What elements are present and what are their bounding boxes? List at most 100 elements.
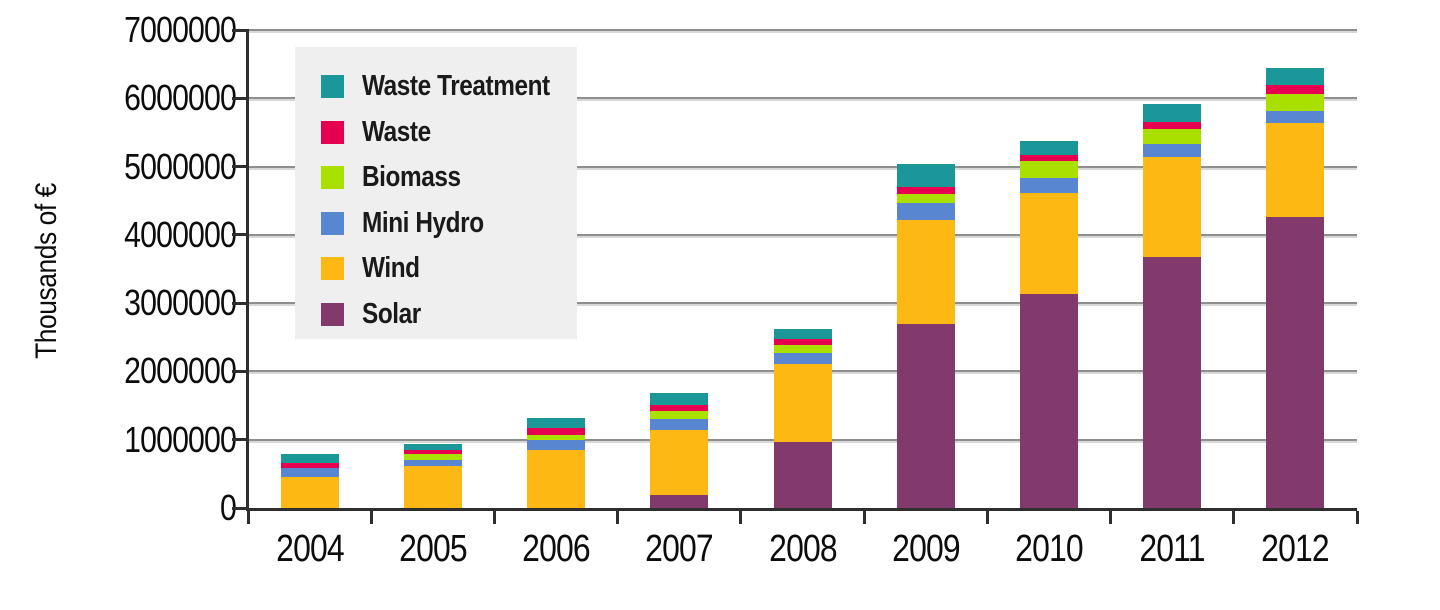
y-axis-title: Thousands of € bbox=[30, 183, 63, 359]
bar-segment-wind-2004 bbox=[280, 477, 339, 508]
bar-segment-biomass-2005 bbox=[403, 453, 462, 460]
bar-segment-biomass-2011 bbox=[1143, 129, 1202, 145]
x-tick-5 bbox=[862, 511, 866, 524]
y-tick-label-5000000: 5000000 bbox=[124, 145, 237, 187]
legend-box: Waste Treatment Waste Biomass Mini Hydro Win… bbox=[295, 47, 577, 339]
y-tick-label-2000000: 2000000 bbox=[124, 350, 237, 392]
bar-segment-waste-2010 bbox=[1019, 154, 1078, 161]
bar-segment-mini-hydro-2005 bbox=[403, 459, 462, 466]
y-tick-2000000 bbox=[232, 369, 248, 373]
x-axis-label-2011: 2011 bbox=[1139, 528, 1206, 570]
y-tick-label-4000000: 4000000 bbox=[124, 213, 237, 255]
bar-2008 bbox=[773, 329, 832, 508]
x-axis-label-2009: 2009 bbox=[891, 528, 960, 570]
y-tick-3000000 bbox=[232, 301, 248, 305]
bar-segment-solar-2011 bbox=[1143, 257, 1202, 508]
bar-segment-mini-hydro-2012 bbox=[1266, 110, 1325, 123]
bar-segment-waste-treatment-2006 bbox=[527, 417, 586, 428]
bar-segment-mini-hydro-2008 bbox=[773, 353, 832, 364]
x-axis-line bbox=[246, 508, 1357, 511]
x-axis-label-2008: 2008 bbox=[768, 528, 837, 570]
bar-segment-wind-2006 bbox=[527, 449, 586, 508]
bar-segment-waste-treatment-2010 bbox=[1019, 140, 1078, 155]
bar-segment-mini-hydro-2011 bbox=[1143, 144, 1202, 157]
bar-segment-mini-hydro-2007 bbox=[650, 418, 709, 430]
bar-segment-biomass-2006 bbox=[527, 434, 586, 440]
y-tick-1000000 bbox=[232, 438, 248, 442]
x-axis-label-2006: 2006 bbox=[522, 528, 590, 570]
legend-label-biomass: Biomass bbox=[362, 161, 461, 194]
bar-segment-wind-2012 bbox=[1266, 122, 1325, 218]
x-tick-6 bbox=[985, 511, 989, 524]
bar-segment-wind-2007 bbox=[650, 429, 709, 496]
legend-label-waste: Waste bbox=[362, 115, 431, 148]
y-tick-label-0: 0 bbox=[220, 487, 237, 528]
legend-item-mini-hydro: Mini Hydro bbox=[321, 201, 577, 247]
bar-segment-waste-treatment-2008 bbox=[773, 329, 832, 340]
bar-segment-biomass-2012 bbox=[1266, 93, 1325, 111]
x-tick-1 bbox=[369, 511, 373, 524]
bar-segment-mini-hydro-2009 bbox=[896, 203, 955, 220]
bar-segment-solar-2010 bbox=[1019, 294, 1078, 508]
legend-label-mini-hydro: Mini Hydro bbox=[362, 206, 484, 239]
y-axis-line bbox=[246, 29, 249, 511]
bar-segment-biomass-2009 bbox=[896, 194, 955, 204]
bar-segment-solar-2009 bbox=[896, 324, 955, 508]
bar-segment-waste-2005 bbox=[403, 450, 462, 454]
bar-segment-solar-2012 bbox=[1266, 217, 1325, 508]
bars-layer bbox=[248, 30, 1357, 508]
x-tick-8 bbox=[1232, 511, 1236, 524]
bar-segment-waste-treatment-2011 bbox=[1143, 104, 1202, 122]
bar-segment-waste-2011 bbox=[1143, 121, 1202, 130]
y-tick-label-7000000: 7000000 bbox=[124, 9, 237, 50]
bar-segment-waste-2009 bbox=[896, 186, 955, 195]
x-tick-9 bbox=[1355, 511, 1359, 524]
bar-segment-waste-2008 bbox=[773, 339, 832, 346]
y-tick-label-1000000: 1000000 bbox=[124, 418, 237, 460]
bar-segment-waste-treatment-2004 bbox=[280, 454, 339, 463]
legend-item-solar: Solar bbox=[321, 292, 577, 338]
bar-2010 bbox=[1019, 140, 1078, 508]
bar-segment-waste-2012 bbox=[1266, 84, 1325, 94]
bar-segment-wind-2010 bbox=[1019, 192, 1078, 295]
x-axis-label-2010: 2010 bbox=[1015, 528, 1083, 570]
bar-segment-biomass-2010 bbox=[1019, 160, 1078, 178]
x-axis-label-2004: 2004 bbox=[275, 528, 344, 570]
y-tick-0 bbox=[232, 506, 248, 510]
y-tick-6000000 bbox=[232, 96, 248, 100]
bar-segment-waste-2006 bbox=[527, 427, 586, 435]
bar-segment-waste-treatment-2005 bbox=[403, 444, 462, 451]
bar-2007 bbox=[650, 393, 709, 508]
gridline-3000000 bbox=[249, 302, 1357, 305]
bar-segment-waste-treatment-2012 bbox=[1266, 67, 1325, 85]
bar-segment-wind-2008 bbox=[773, 363, 832, 443]
legend-item-waste-treatment: Waste Treatment bbox=[321, 64, 577, 110]
bar-segment-waste-2004 bbox=[280, 462, 339, 469]
bar-segment-wind-2009 bbox=[896, 219, 955, 325]
bar-2012 bbox=[1266, 67, 1325, 508]
bar-2006 bbox=[527, 417, 586, 508]
legend-swatch-mini-hydro bbox=[321, 211, 344, 235]
x-tick-2 bbox=[492, 511, 496, 524]
bar-2011 bbox=[1143, 104, 1202, 508]
bar-segment-solar-2008 bbox=[773, 442, 832, 508]
x-tick-7 bbox=[1109, 511, 1113, 524]
bar-segment-mini-hydro-2006 bbox=[527, 439, 586, 450]
legend-label-wind: Wind bbox=[362, 252, 420, 285]
x-axis-label-2005: 2005 bbox=[398, 528, 467, 570]
gridline-7000000 bbox=[249, 29, 1357, 31]
bar-segment-solar-2007 bbox=[650, 495, 709, 508]
y-tick-7000000 bbox=[232, 28, 248, 32]
legend-label-solar: Solar bbox=[362, 297, 421, 330]
legend-label-waste-treatment: Waste Treatment bbox=[362, 70, 550, 103]
bar-2009 bbox=[896, 164, 955, 508]
bar-segment-waste-treatment-2007 bbox=[650, 393, 709, 405]
x-axis-label-2007: 2007 bbox=[645, 528, 714, 570]
gridline-4000000 bbox=[249, 233, 1357, 236]
x-tick-3 bbox=[616, 511, 620, 524]
bar-segment-waste-treatment-2009 bbox=[896, 164, 955, 187]
bar-segment-wind-2011 bbox=[1143, 156, 1202, 258]
bar-2005 bbox=[403, 444, 462, 508]
legend-swatch-waste-treatment bbox=[321, 75, 344, 99]
